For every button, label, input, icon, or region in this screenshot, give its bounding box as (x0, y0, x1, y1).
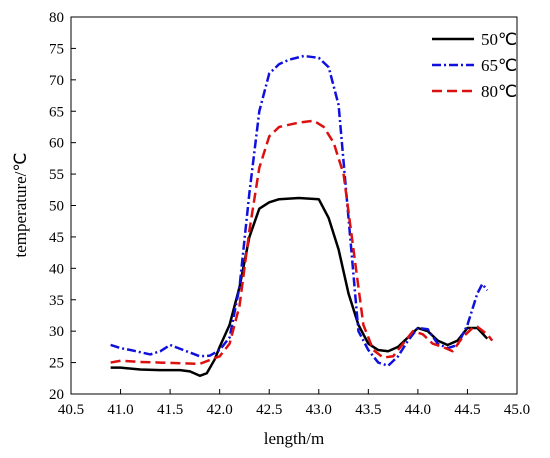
x-axis-title: length/m (264, 429, 324, 448)
y-tick-label: 45 (49, 230, 64, 246)
y-tick-label: 60 (49, 136, 64, 152)
x-tick-label: 41.0 (107, 402, 133, 418)
x-tick-label: 42.5 (256, 402, 282, 418)
x-tick-label: 43.5 (355, 402, 381, 418)
y-tick-label: 65 (49, 104, 64, 120)
x-tick-label: 44.0 (405, 402, 431, 418)
legend-label-1: 50℃ (481, 30, 517, 49)
y-tick-label: 30 (49, 324, 64, 340)
series-line-3 (110, 119, 494, 366)
y-tick-label: 70 (49, 73, 64, 89)
plot-lines (110, 54, 494, 378)
series-line-2 (110, 54, 489, 367)
y-tick-label: 20 (49, 387, 64, 403)
y-tick-label: 35 (49, 293, 64, 309)
x-tick-label: 44.5 (454, 402, 480, 418)
legend: 50℃ 65℃ 80℃ (432, 30, 517, 101)
x-tick-label: 45.0 (504, 402, 530, 418)
axis-ticks (70, 16, 518, 395)
legend-label-2: 65℃ (481, 56, 517, 75)
axis-tick-labels: 40.5 41.0 41.5 42.0 42.5 43.0 43.5 44.0 44.5 45.0… (49, 10, 530, 418)
y-tick-label: 40 (49, 261, 64, 277)
y-tick-label: 80 (49, 10, 64, 26)
legend-label-3: 80℃ (481, 82, 517, 101)
y-tick-label: 75 (49, 41, 64, 57)
x-tick-label: 41.5 (157, 402, 183, 418)
y-tick-label: 25 (49, 356, 64, 372)
x-tick-label: 42.0 (207, 402, 233, 418)
y-axis-title: temperature/℃ (11, 153, 30, 258)
x-tick-label: 43.0 (306, 402, 332, 418)
y-tick-label: 50 (49, 199, 64, 215)
x-tick-label: 40.5 (58, 402, 84, 418)
y-tick-label: 55 (49, 167, 64, 183)
